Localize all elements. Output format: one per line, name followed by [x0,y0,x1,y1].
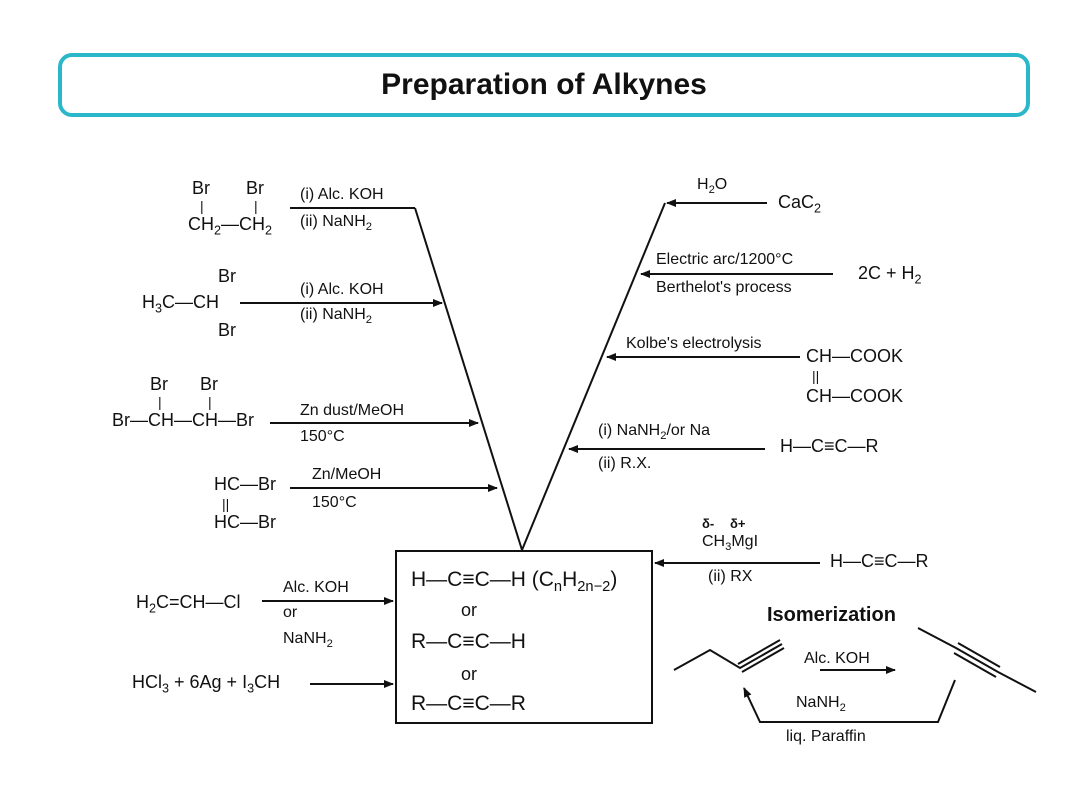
rr5-delta-plus: δ+ [730,516,746,531]
r2-br-top: Br [218,266,236,286]
product-ethyne: H—C≡C—H (CnH2n−2) [411,568,618,596]
rr5-delta-minus: δ- [702,516,715,531]
product-box: H—C≡C—H (CnH2n−2) or R—C≡C—H or R—C≡C—R [395,550,653,724]
r1-bond2: | [254,198,258,214]
rr3-double-bond: || [812,368,820,384]
rr5-condition-1: CH3MgI [702,533,759,554]
rr2-reactant: 2C + H2 [858,263,922,287]
r6-reactant: HCl3 + 6Ag + I3CH [132,672,281,696]
r4-reactant-top: HC—Br [214,474,276,494]
rr4-reactant: H—C≡C—R [780,436,879,456]
r5-condition-1: Alc. KOH [283,579,349,596]
r1-br1: Br [192,178,210,198]
isomerization-heading: Isomerization [767,604,896,626]
rr2-condition-2: Berthelot's process [656,279,792,296]
rr5-reactant: H—C≡C—R [830,551,929,571]
r4-condition-1: Zn/MeOH [312,466,382,483]
rr3-reactant-bottom: CH—COOK [806,386,904,406]
rr4-condition-1: (i) NaNH2/or Na [598,422,711,443]
r2-br-bottom: Br [218,320,236,340]
r1-condition-1: (i) Alc. KOH [300,186,384,203]
r5-condition-3: NaNH2 [283,630,333,651]
left-converge-line [414,207,523,551]
r1-br2: Br [246,178,264,198]
r3-br1: Br [150,374,168,394]
product-internal-alkyne: R—C≡C—R [411,692,526,715]
page-title: Preparation of Alkynes [381,68,707,101]
r1-reactant: CH2—CH2 [188,214,273,238]
r2-reactant: H3C—CH [142,292,220,316]
r3-bond1: | [158,394,162,410]
rr4-condition-2: (ii) R.X. [598,455,652,472]
r5-condition-2: or [283,604,298,621]
r3-condition-2: 150°C [300,428,345,445]
r1-bond1: | [200,198,204,214]
r3-bond2: | [208,394,212,410]
title-banner: Preparation of Alkynes [58,53,1030,117]
iso-condition-2: NaNH2 [796,694,846,715]
r5-reactant: H2C=CH—Cl [136,592,241,616]
iso-condition-1: Alc. KOH [804,650,870,667]
r3-condition-1: Zn dust/MeOH [300,402,405,419]
rr3-condition: Kolbe's electrolysis [626,335,762,352]
or-label-1: or [461,600,478,620]
right-converge-line [521,202,666,551]
but-2-yne-skeletal [917,627,1037,693]
r2-condition-2: (ii) NaNH2 [300,306,373,327]
rr5-condition-2: (ii) RX [708,568,753,585]
rr3-reactant-top: CH—COOK [806,346,904,366]
rr1-condition: H2O [697,176,728,197]
r4-reactant-bottom: HC—Br [214,512,276,532]
r1-condition-2: (ii) NaNH2 [300,213,373,234]
r4-double-bond: || [222,496,230,512]
r4-condition-2: 150°C [312,494,357,511]
arrow-iso-back [743,679,956,723]
rr1-reactant: CaC2 [778,192,822,216]
r3-reactant: Br—CH—CH—Br [112,410,254,430]
or-label-2: or [461,664,478,684]
product-terminal-alkyne: R—C≡C—H [411,630,526,653]
r3-br2: Br [200,374,218,394]
but-1-yne-skeletal [673,643,783,671]
rr2-condition-1: Electric arc/1200°C [656,251,794,268]
r2-condition-1: (i) Alc. KOH [300,281,384,298]
iso-condition-3: liq. Paraffin [786,728,866,745]
